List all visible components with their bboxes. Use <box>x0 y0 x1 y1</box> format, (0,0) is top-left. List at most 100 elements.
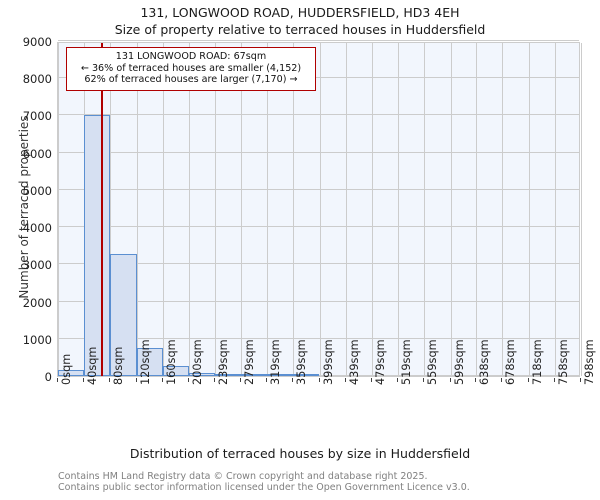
gridline-vertical <box>528 43 530 376</box>
x-axis-tick-label: 0sqm <box>60 353 73 385</box>
gridline-vertical <box>136 43 138 376</box>
x-axis-tick-mark <box>135 378 137 382</box>
x-axis-label: Distribution of terraced houses by size … <box>129 446 471 461</box>
x-axis-tick-label: 80sqm <box>112 346 126 385</box>
x-axis-tick-mark <box>188 378 190 382</box>
gridline-vertical <box>450 43 452 376</box>
x-axis-tick-label: 40sqm <box>86 346 100 385</box>
x-axis-tick-label: 120sqm <box>138 339 152 385</box>
y-axis-tick-label: 5000 <box>22 183 52 198</box>
histogram-bar <box>162 366 190 376</box>
chart-subtitle: Size of property relative to terraced ho… <box>114 22 486 37</box>
x-axis-tick-mark <box>161 378 163 382</box>
y-axis-tick-label: 4000 <box>22 221 52 236</box>
histogram-bar <box>110 253 137 376</box>
x-axis-tick-mark <box>83 378 85 382</box>
histogram-bar <box>267 374 294 376</box>
gridline-horizontal <box>58 263 579 265</box>
x-axis-tick-label: 359sqm <box>295 339 309 385</box>
chart-title: 131, LONGWOOD ROAD, HUDDERSFIELD, HD3 4E… <box>140 5 460 20</box>
histogram-bar <box>84 115 111 376</box>
gridline-vertical <box>476 43 478 376</box>
x-axis-tick-mark <box>344 378 346 382</box>
histogram-bar <box>136 348 163 376</box>
footer-line-1: Contains HM Land Registry data © Crown c… <box>58 471 428 482</box>
annotation-line-2: ← 36% of terraced houses are smaller (4,… <box>80 62 302 74</box>
x-axis-tick-label: 798sqm <box>583 339 596 385</box>
y-axis: Number of terraced properties 0 1000 2000 3… <box>0 0 52 500</box>
gridline-vertical <box>240 43 242 376</box>
x-axis-tick-mark <box>397 378 399 382</box>
plot-area <box>57 40 582 377</box>
x-axis-tick-label: 599sqm <box>452 339 466 385</box>
x-axis-tick-mark <box>475 378 477 382</box>
x-axis-tick-label: 319sqm <box>269 339 283 385</box>
property-annotation-box: 131 LONGWOOD ROAD: 67sqm ← 36% of terrac… <box>66 47 316 91</box>
gridline-vertical <box>345 43 347 376</box>
x-axis-tick-mark <box>57 378 58 382</box>
gridline-horizontal <box>58 337 579 339</box>
x-axis-tick-mark <box>449 378 451 382</box>
y-axis-tick-label: 1000 <box>22 332 52 347</box>
gridline-horizontal <box>58 114 579 116</box>
x-axis-tick-mark <box>580 378 581 382</box>
gridline-vertical <box>581 43 582 376</box>
gridline-vertical <box>189 43 191 376</box>
x-axis-tick-label: 160sqm <box>164 339 178 385</box>
x-axis-tick-label: 479sqm <box>373 339 387 385</box>
x-axis-tick-mark <box>292 378 294 382</box>
gridline-horizontal <box>58 151 579 153</box>
gridline-horizontal <box>58 300 579 302</box>
chart-title-block: 131, LONGWOOD ROAD, HUDDERSFIELD, HD3 4E… <box>0 4 600 38</box>
histogram-bar <box>189 372 215 376</box>
x-axis-tick-label: 439sqm <box>347 339 361 385</box>
x-axis: 0sqm 40sqm 80sqm 120sqm 160sqm 200sqm 239sqm 27… <box>57 339 596 448</box>
x-axis-tick-mark <box>318 378 320 382</box>
x-axis-tick-mark <box>213 378 215 382</box>
gridline-horizontal <box>58 40 579 41</box>
y-axis-tick-label: 2000 <box>22 295 52 310</box>
y-axis-tick-label: 6000 <box>22 146 52 161</box>
annotation-line-1: 131 LONGWOOD ROAD: 67sqm <box>115 51 267 62</box>
y-axis-label: Number of terraced properties <box>17 115 31 299</box>
y-axis-tick-label: 7000 <box>22 109 52 124</box>
x-axis-tick-label: 559sqm <box>426 339 440 385</box>
x-axis-tick-mark <box>370 378 372 382</box>
gridline-horizontal <box>58 226 579 228</box>
histogram-bar <box>293 374 320 376</box>
histogram-bar <box>58 370 85 376</box>
gridline-horizontal <box>58 188 579 190</box>
footer-attribution: Contains HM Land Registry data © Crown c… <box>58 471 598 493</box>
x-axis-tick-mark <box>423 378 425 382</box>
gridline-vertical <box>424 43 426 376</box>
x-axis-tick-mark <box>553 378 555 382</box>
footer-line-2: Contains public sector information licen… <box>58 482 470 493</box>
x-axis-tick-label: 399sqm <box>321 339 335 385</box>
x-axis-tick-label: 758sqm <box>556 339 570 385</box>
x-axis-tick-label: 678sqm <box>504 339 518 385</box>
gridline-vertical <box>293 43 295 376</box>
gridline-vertical <box>371 43 373 376</box>
gridline-vertical <box>162 43 164 376</box>
x-axis-tick-label: 200sqm <box>191 339 205 385</box>
annotation-line-3: 62% of terraced houses are larger (7,170… <box>84 74 298 85</box>
y-axis-tick-label: 0 <box>44 370 52 384</box>
y-axis-tick-label: 8000 <box>22 72 52 87</box>
histogram-bar <box>214 374 241 376</box>
x-axis-tick-mark <box>109 378 111 382</box>
x-axis-tick-label: 239sqm <box>216 339 230 385</box>
property-marker-line <box>100 43 103 376</box>
y-axis-tick-label: 9000 <box>22 35 52 49</box>
gridline-vertical <box>554 43 556 376</box>
gridline-horizontal <box>58 77 579 79</box>
gridline-vertical <box>398 43 400 376</box>
x-axis-tick-mark <box>501 378 503 382</box>
gridline-vertical <box>58 43 59 376</box>
gridline-vertical <box>214 43 216 376</box>
x-axis-tick-label: 638sqm <box>478 339 492 385</box>
x-axis-tick-label: 718sqm <box>530 339 544 385</box>
gridline-vertical <box>110 43 112 376</box>
x-axis-tick-label: 519sqm <box>400 339 414 385</box>
x-axis-tick-mark <box>239 378 241 382</box>
gridline-vertical <box>319 43 321 376</box>
